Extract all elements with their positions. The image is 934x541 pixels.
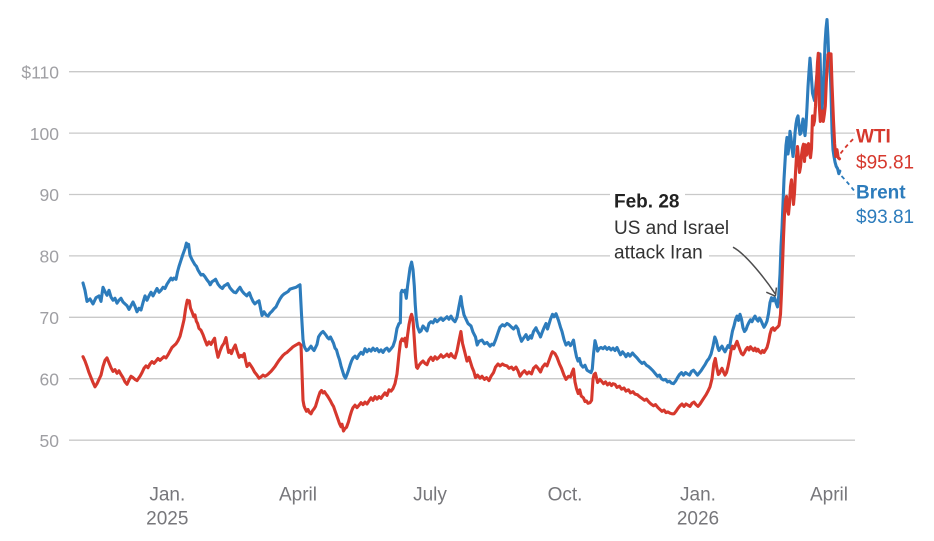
svg-text:60: 60 — [40, 369, 60, 389]
svg-text:90: 90 — [40, 185, 60, 205]
svg-text:80: 80 — [40, 247, 60, 267]
svg-text:Jan.: Jan. — [149, 485, 185, 506]
svg-text:$93.81: $93.81 — [856, 207, 914, 228]
svg-text:$95.81: $95.81 — [856, 153, 914, 174]
svg-text:Feb. 28: Feb. 28 — [614, 191, 679, 212]
svg-text:2025: 2025 — [146, 509, 188, 530]
svg-text:100: 100 — [30, 124, 59, 144]
svg-text:Jan.: Jan. — [680, 485, 716, 506]
svg-text:Oct.: Oct. — [548, 485, 583, 506]
svg-text:Brent: Brent — [856, 182, 906, 203]
svg-text:70: 70 — [40, 308, 60, 328]
svg-text:July: July — [413, 485, 447, 506]
svg-text:attack Iran: attack Iran — [614, 242, 703, 263]
svg-text:April: April — [810, 485, 848, 506]
svg-text:$110: $110 — [21, 62, 59, 82]
svg-text:2026: 2026 — [677, 509, 719, 530]
svg-text:50: 50 — [40, 431, 60, 451]
svg-text:April: April — [279, 485, 317, 506]
svg-text:WTI: WTI — [856, 127, 891, 148]
svg-text:US and Israel: US and Israel — [614, 218, 729, 239]
